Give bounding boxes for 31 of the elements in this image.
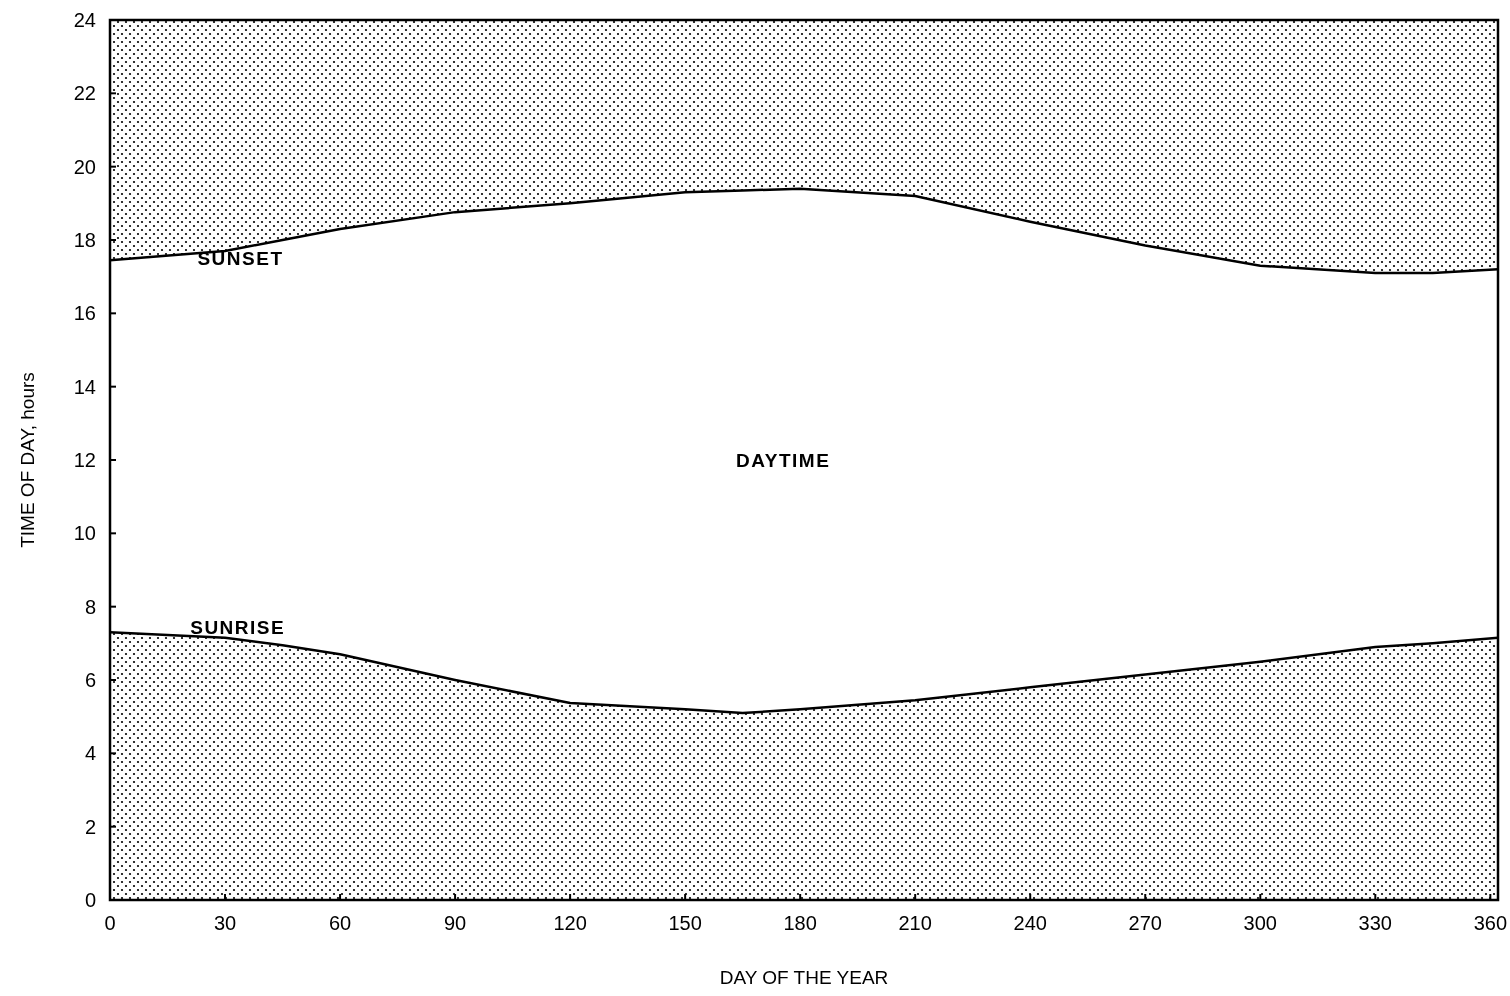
y-tick-label: 2 (84, 815, 96, 838)
x-tick-label: 210 (898, 912, 932, 934)
x-tick-label: 240 (1013, 912, 1047, 934)
y-tick-label: 10 (73, 522, 96, 545)
x-tick-label: 360 (1473, 912, 1508, 934)
x-tick-label: 60 (328, 912, 352, 934)
x-tick-label: 120 (553, 912, 587, 934)
x-tick-label: 90 (443, 912, 467, 934)
y-tick-label: 22 (73, 82, 96, 105)
y-tick-label: 4 (84, 742, 96, 765)
x-tick-label: 150 (668, 912, 702, 934)
y-tick-label: 0 (84, 889, 96, 911)
y-tick-label: 12 (73, 449, 96, 471)
y-tick-label: 20 (73, 155, 96, 178)
x-tick-label: 330 (1358, 912, 1392, 934)
y-tick-label: 14 (73, 375, 96, 398)
annotation: SUNSET (197, 247, 284, 269)
y-axis-title: TIME OF DAY, hours (17, 372, 38, 548)
y-tick-label: 6 (84, 669, 96, 691)
x-tick-label: 270 (1128, 912, 1162, 934)
y-tick-label: 24 (73, 9, 96, 31)
y-tick-label: 8 (84, 595, 96, 618)
x-tick-label: 300 (1243, 912, 1277, 934)
x-tick-label: 30 (213, 912, 237, 934)
x-tick-label: 0 (104, 912, 116, 934)
x-axis-title: DAY OF THE YEAR (719, 967, 889, 988)
annotation: DAYTIME (736, 450, 831, 471)
y-tick-label: 18 (73, 229, 96, 251)
y-tick-label: 16 (73, 302, 96, 325)
annotation: SUNRISE (190, 617, 286, 639)
x-tick-label: 180 (783, 912, 817, 934)
